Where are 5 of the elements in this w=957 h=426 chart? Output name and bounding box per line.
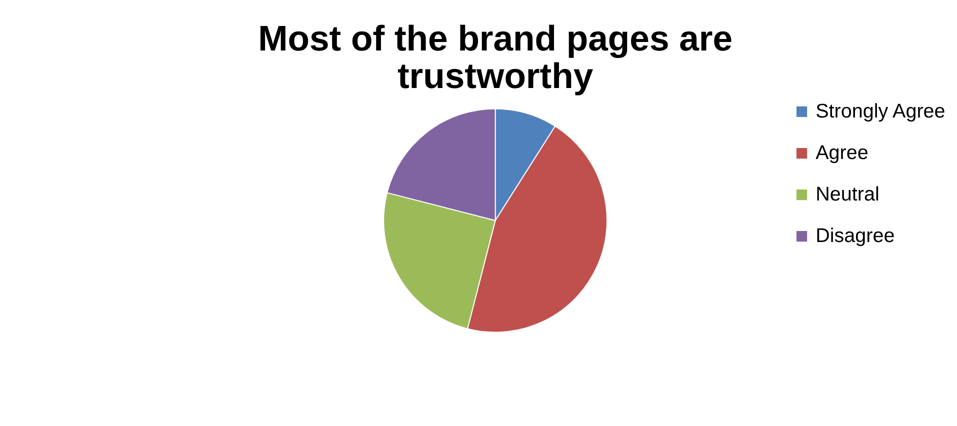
legend-label: Neutral — [816, 184, 880, 206]
legend-label: Strongly Agree — [816, 100, 946, 123]
legend-label: Agree — [816, 142, 868, 164]
chart-title: Most of the brand pages are trustworthy — [258, 18, 733, 96]
legend-label: Disagree — [816, 225, 895, 248]
